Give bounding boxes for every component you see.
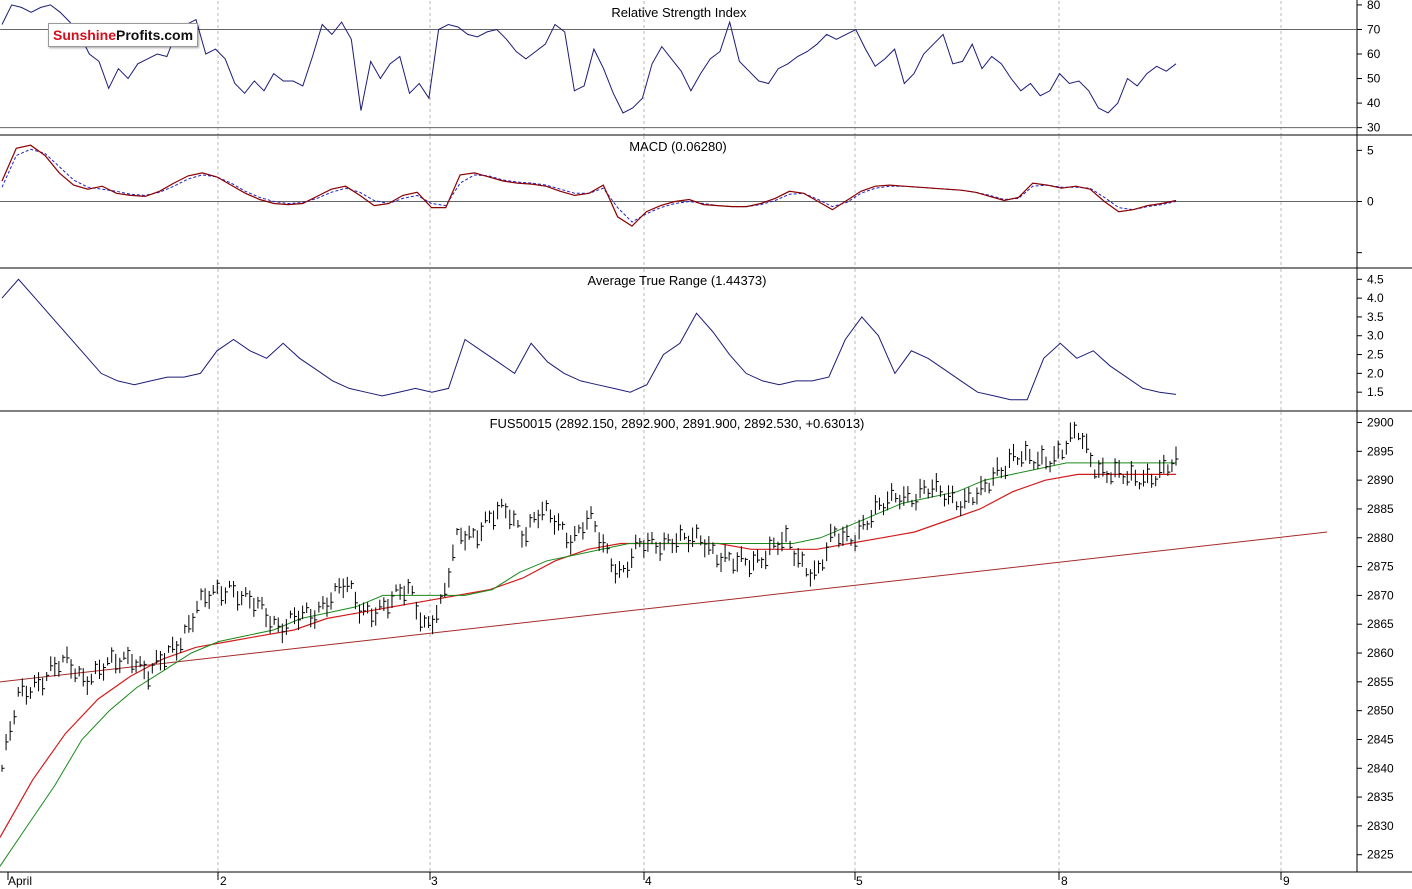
price-ytick-label-0: 2825: [1367, 848, 1394, 862]
macd-ytick-label-2: 5: [1367, 143, 1374, 157]
x-tick-4: 4: [645, 874, 652, 888]
atr-ytick-label-2: 2.5: [1367, 348, 1384, 362]
x-tick-3: 3: [431, 874, 438, 888]
logo-part-profits: Profits.com: [116, 27, 194, 43]
price-ytick-label-5: 2850: [1367, 704, 1394, 718]
macd-title: MACD (0.06280): [629, 139, 727, 154]
atr-ytick-label-0: 1.5: [1367, 385, 1384, 399]
chart-data-layer: 30 40 50 60 70 80 0 5 1.5 2.0 2.5 3.0 3.5 4.0 4.5 2825 2…: [0, 0, 1394, 867]
support-trendline: [0, 531, 1328, 683]
long-moving-average: [0, 473, 1176, 838]
macd-line: [1, 144, 1177, 227]
price-ytick-label-11: 2880: [1367, 531, 1394, 545]
rsi-ytick-label-5: 80: [1367, 0, 1381, 12]
atr-line: [1, 278, 1177, 401]
price-title: FUS50015 (2892.150, 2892.900, 2891.900, …: [490, 416, 865, 431]
price-ytick-label-1: 2830: [1367, 819, 1394, 833]
rsi-line: [1, 4, 1177, 114]
price-ytick-label-8: 2865: [1367, 617, 1394, 631]
price-ytick-label-3: 2840: [1367, 761, 1394, 775]
macd-signal-line: [1, 148, 1177, 223]
x-tick-9: 9: [1283, 874, 1290, 888]
x-tick-8: 8: [1061, 874, 1068, 888]
atr-ytick-label-4: 3.5: [1367, 310, 1384, 324]
sunshine-profits-logo: SunshineProfits.com: [48, 23, 198, 47]
price-ytick-label-10: 2875: [1367, 560, 1394, 574]
atr-ytick-label-3: 3.0: [1367, 329, 1384, 343]
price-ytick-label-4: 2845: [1367, 732, 1394, 746]
price-ytick-label-6: 2855: [1367, 675, 1394, 689]
price-ytick-label-7: 2860: [1367, 646, 1394, 660]
x-tick-5: 5: [856, 874, 863, 888]
x-tick-2: 2: [220, 874, 227, 888]
price-ytick-label-14: 2895: [1367, 444, 1394, 458]
macd-ytick-label-1: 0: [1367, 195, 1374, 209]
price-ytick-label-15: 2900: [1367, 416, 1394, 430]
price-ytick-label-9: 2870: [1367, 588, 1394, 602]
rsi-ytick-label-3: 60: [1367, 47, 1381, 61]
rsi-title: Relative Strength Index: [611, 5, 747, 20]
atr-ytick-label-5: 4.0: [1367, 291, 1384, 305]
price-ytick-label-12: 2885: [1367, 502, 1394, 516]
price-ytick-label-2: 2835: [1367, 790, 1394, 804]
x-tick-april: April: [8, 874, 32, 888]
rsi-ytick-label-2: 50: [1367, 72, 1381, 86]
rsi-ytick-label-1: 40: [1367, 96, 1381, 110]
price-ytick-label-13: 2890: [1367, 473, 1394, 487]
atr-title: Average True Range (1.44373): [588, 273, 767, 288]
logo-part-sunshine: Sunshine: [53, 27, 117, 43]
atr-ytick-label-6: 4.5: [1367, 272, 1384, 286]
short-moving-average: [0, 462, 1176, 867]
atr-ytick-label-1: 2.0: [1367, 366, 1384, 380]
rsi-ytick-label-0: 30: [1367, 121, 1381, 135]
rsi-ytick-label-4: 70: [1367, 22, 1381, 36]
